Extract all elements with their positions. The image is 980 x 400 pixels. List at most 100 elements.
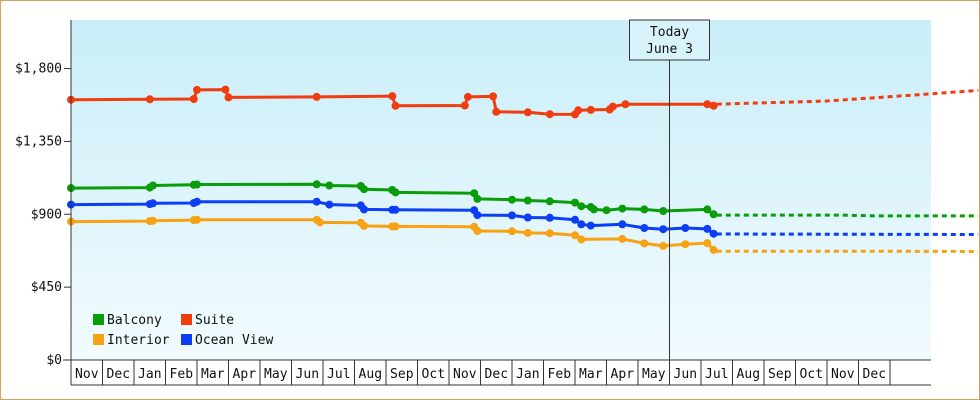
data-point bbox=[621, 100, 630, 109]
legend-swatch-interior bbox=[93, 334, 104, 345]
data-point bbox=[618, 204, 627, 213]
y-tick-label: $0 bbox=[46, 353, 62, 368]
data-point bbox=[545, 197, 554, 206]
data-point bbox=[523, 196, 532, 205]
data-point bbox=[523, 213, 532, 222]
data-point bbox=[360, 221, 368, 230]
x-tick-label: Dec bbox=[107, 367, 130, 382]
x-tick-label: May bbox=[642, 367, 666, 382]
x-tick-label: Apr bbox=[233, 367, 257, 382]
data-point bbox=[589, 205, 598, 214]
x-tick-label: Jan bbox=[138, 367, 161, 382]
y-tick-label: $900 bbox=[31, 207, 62, 222]
data-point bbox=[193, 85, 201, 94]
x-tick-label: Aug bbox=[737, 367, 760, 382]
data-point bbox=[571, 198, 579, 207]
data-point bbox=[189, 95, 198, 103]
data-point bbox=[193, 215, 201, 224]
x-tick-label: Sep bbox=[768, 367, 792, 382]
data-point bbox=[703, 100, 712, 109]
data-point bbox=[508, 195, 516, 204]
axes-layer: $0 $450 $900 $1,350 $1,800 Nov Dec Jan Feb Mar Apr… bbox=[15, 20, 931, 386]
data-point bbox=[523, 108, 532, 117]
x-tick-label: Aug bbox=[359, 367, 382, 382]
today-label: Today bbox=[650, 25, 689, 40]
plot-background bbox=[71, 20, 931, 360]
legend-label-balcony: Balcony bbox=[107, 313, 162, 328]
data-point bbox=[148, 216, 157, 225]
data-point bbox=[473, 211, 482, 220]
data-point bbox=[571, 215, 579, 224]
legend-label-suite: Suite bbox=[195, 313, 234, 328]
data-point bbox=[489, 92, 498, 101]
data-point bbox=[545, 213, 554, 222]
x-tick-label: Oct bbox=[422, 367, 445, 382]
legend-label-ocean-view: Ocean View bbox=[195, 333, 273, 348]
data-point bbox=[545, 229, 554, 238]
x-tick-label: Apr bbox=[611, 367, 635, 382]
data-point bbox=[391, 205, 400, 214]
y-tick-label: $1,350 bbox=[15, 134, 62, 149]
data-point bbox=[577, 235, 586, 244]
data-point bbox=[545, 110, 554, 119]
data-point bbox=[193, 180, 201, 189]
data-point bbox=[391, 101, 400, 110]
x-tick-label: Nov bbox=[453, 367, 477, 382]
data-point bbox=[391, 188, 400, 197]
today-box bbox=[629, 19, 710, 61]
data-point bbox=[577, 220, 586, 229]
today-marker: Today June 3 bbox=[629, 19, 710, 360]
x-tick-label: Oct bbox=[800, 367, 823, 382]
data-point bbox=[391, 222, 400, 231]
data-point bbox=[325, 181, 334, 190]
forecast-line-ocean-view bbox=[716, 232, 979, 236]
data-point bbox=[618, 220, 627, 229]
data-point bbox=[640, 224, 649, 232]
series-balcony bbox=[67, 180, 979, 219]
x-tick-label: Jun bbox=[296, 367, 319, 382]
data-point bbox=[608, 102, 617, 111]
data-point bbox=[193, 197, 201, 206]
data-point bbox=[315, 218, 324, 227]
data-point bbox=[709, 210, 718, 219]
data-point bbox=[574, 106, 583, 115]
data-point bbox=[703, 205, 712, 214]
legend: Balcony Suite Interior Ocean View bbox=[93, 313, 273, 348]
x-tick-label: Dec bbox=[485, 367, 508, 382]
data-point bbox=[618, 234, 627, 243]
x-tick-label: Mar bbox=[579, 367, 603, 382]
data-point bbox=[221, 85, 230, 94]
data-point bbox=[148, 181, 157, 190]
x-tick-label: Feb bbox=[548, 367, 572, 382]
data-point bbox=[571, 231, 579, 240]
series-layer bbox=[67, 85, 979, 254]
x-tick-label: Jun bbox=[674, 367, 697, 382]
series-suite bbox=[67, 85, 979, 119]
x-tick-label: Dec bbox=[863, 367, 886, 382]
x-tick-label: Sep bbox=[390, 367, 414, 382]
data-point bbox=[460, 101, 469, 110]
data-point bbox=[148, 199, 157, 208]
x-tick-label: Nov bbox=[75, 367, 99, 382]
data-point bbox=[508, 227, 516, 236]
data-point bbox=[640, 205, 649, 214]
x-tick-label: Nov bbox=[831, 367, 855, 382]
data-point bbox=[360, 205, 368, 214]
data-point bbox=[640, 239, 649, 248]
data-point bbox=[508, 211, 516, 220]
data-point bbox=[360, 185, 368, 194]
data-point bbox=[463, 92, 472, 101]
data-point bbox=[602, 206, 611, 215]
data-point bbox=[577, 202, 586, 211]
forecast-line-balcony bbox=[716, 213, 979, 218]
legend-swatch-balcony bbox=[93, 314, 104, 325]
data-point bbox=[709, 229, 718, 238]
x-tick-label: Jan bbox=[516, 367, 539, 382]
x-tick-label: Jul bbox=[327, 367, 350, 382]
data-point bbox=[659, 207, 668, 215]
legend-swatch-suite bbox=[181, 314, 192, 325]
series-interior bbox=[67, 215, 979, 254]
data-point bbox=[325, 200, 334, 209]
x-tick-label: Jul bbox=[705, 367, 728, 382]
